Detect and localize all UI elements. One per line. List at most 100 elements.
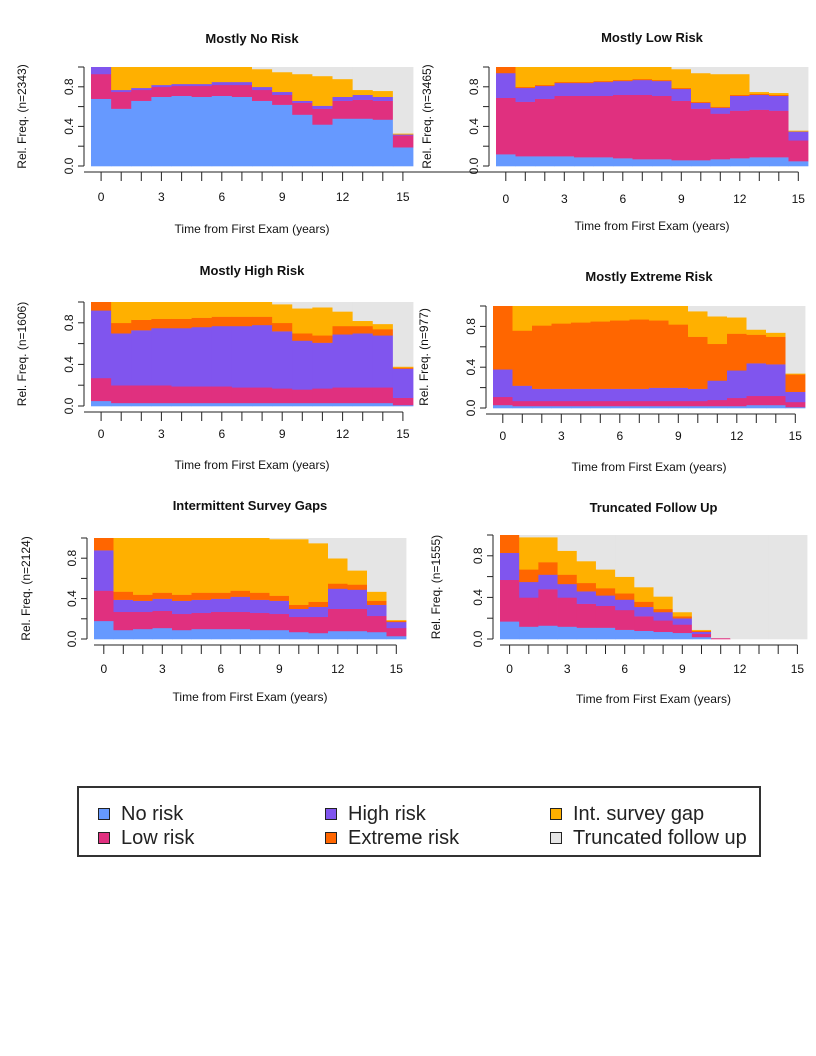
area-segment-extreme-risk: [292, 333, 313, 341]
area-segment-no-risk: [727, 405, 747, 409]
area-segment-extreme-risk: [634, 601, 654, 608]
truncated-follow-up-swatch: [550, 832, 562, 844]
area-segment-extreme-risk: [785, 374, 806, 392]
area-segment-low-risk: [191, 85, 213, 97]
area-segment-no-risk: [574, 157, 594, 167]
area-segment-int-survey-gap: [352, 89, 374, 96]
x-tick-label: 15: [396, 190, 410, 204]
area-segment-extreme-risk: [730, 94, 750, 97]
area-segment-truncated-follow-up: [785, 306, 806, 374]
area-segment-truncated-follow-up: [372, 67, 394, 92]
area-segment-no-risk: [538, 625, 558, 640]
area-segment-high-risk: [749, 94, 770, 110]
area-segment-no-risk: [250, 629, 270, 640]
area-segment-high-risk: [610, 388, 630, 402]
area-segment-int-survey-gap: [292, 73, 313, 101]
area-segment-low-risk: [231, 387, 253, 404]
x-tick-label: 0: [98, 190, 105, 204]
area-segment-int-survey-gap: [727, 317, 747, 334]
area-segment-high-risk: [671, 88, 692, 101]
area-segment-high-risk: [613, 80, 633, 96]
area-segment-no-risk: [519, 626, 539, 640]
area-segment-low-risk: [493, 396, 513, 406]
area-segment-extreme-risk: [133, 594, 153, 601]
area-segment-high-risk: [171, 328, 193, 387]
area-segment-no-risk: [634, 630, 654, 640]
area-segment-high-risk: [191, 326, 213, 387]
chart-panel-mostly-high-risk: Mostly High Risk 0 3 6 9 12 15 Time from First …: [15, 263, 414, 472]
area-segment-high-risk: [652, 80, 672, 97]
area-segment-truncated-follow-up: [691, 67, 711, 74]
area-segment-int-survey-gap: [538, 537, 558, 563]
area-segment-no-risk: [312, 402, 333, 407]
area-segment-low-risk: [191, 386, 213, 404]
area-segment-high-risk: [532, 388, 552, 402]
area-segment-high-risk: [250, 599, 270, 614]
area-segment-extreme-risk: [392, 367, 414, 369]
y-tick-label: 0.8: [467, 78, 481, 95]
area-segment-truncated-follow-up: [332, 67, 354, 80]
area-segment-int-survey-gap: [328, 558, 348, 584]
area-segment-truncated-follow-up: [730, 535, 750, 640]
area-segment-int-survey-gap: [532, 306, 552, 326]
area-segment-high-risk: [133, 600, 153, 613]
area-segment-truncated-follow-up: [352, 67, 374, 91]
area-segment-int-survey-gap: [347, 570, 368, 585]
legend-label: Extreme risk: [348, 827, 460, 849]
area-segment-extreme-risk: [554, 81, 575, 84]
area-segment-extreme-risk: [231, 316, 253, 327]
legend-item-no-risk: No risk: [98, 804, 183, 824]
x-tick-label: 3: [564, 662, 571, 676]
area-segment-low-risk: [312, 388, 333, 404]
area-segment-extreme-risk: [649, 320, 669, 388]
area-segment-extreme-risk: [769, 94, 789, 97]
area-segment-low-risk: [328, 608, 348, 632]
y-tick-label: 0.0: [467, 157, 481, 174]
area-segment-no-risk: [292, 114, 313, 167]
x-tick-label: 9: [679, 662, 686, 676]
area-segment-truncated-follow-up: [653, 535, 674, 597]
area-segment-int-survey-gap: [554, 67, 575, 83]
area-segment-low-risk: [230, 611, 251, 630]
x-tick-label: 9: [279, 427, 286, 441]
area-segment-high-risk: [91, 310, 112, 379]
area-segment-low-risk: [766, 395, 786, 406]
area-segment-int-survey-gap: [691, 72, 711, 102]
area-segment-high-risk: [730, 95, 750, 111]
area-segment-truncated-follow-up: [328, 538, 348, 559]
area-segment-int-survey-gap: [211, 538, 231, 593]
area-segment-low-risk: [131, 385, 152, 404]
area-segment-int-survey-gap: [691, 629, 712, 631]
area-segment-int-survey-gap: [512, 306, 533, 331]
area-segment-int-survey-gap: [551, 306, 572, 324]
area-segment-high-risk: [231, 325, 253, 388]
area-segment-truncated-follow-up: [332, 302, 354, 312]
area-segment-high-risk: [691, 102, 711, 109]
area-segment-no-risk: [515, 156, 536, 167]
area-segment-low-risk: [711, 637, 731, 640]
area-segment-low-risk: [211, 386, 233, 404]
area-segment-low-risk: [615, 609, 635, 630]
x-axis-label: Time from First Exam (years): [173, 690, 328, 704]
area-segment-low-risk: [571, 400, 591, 407]
area-segment-int-survey-gap: [372, 90, 394, 97]
area-segment-truncated-follow-up: [769, 67, 789, 94]
area-segment-int-survey-gap: [230, 538, 251, 591]
area-segment-no-risk: [91, 98, 112, 167]
legend-item-truncated-follow-up: Truncated follow up: [550, 828, 747, 848]
area-segment-int-survey-gap: [289, 539, 309, 605]
area-segment-no-risk: [252, 100, 273, 167]
area-segment-high-risk: [554, 82, 575, 97]
area-segment-extreme-risk: [593, 80, 614, 83]
area-segment-int-survey-gap: [632, 67, 653, 80]
area-segment-low-risk: [211, 611, 231, 630]
area-segment-extreme-risk: [91, 302, 112, 311]
area-segment-high-risk: [615, 599, 635, 611]
area-segment-low-risk: [111, 91, 132, 109]
y-tick-label: 0.0: [464, 399, 478, 416]
area-segment-no-risk: [211, 95, 233, 167]
area-segment-high-risk: [292, 100, 313, 103]
x-tick-label: 3: [158, 190, 165, 204]
area-segment-int-survey-gap: [211, 67, 233, 83]
area-segment-low-risk: [691, 108, 711, 161]
